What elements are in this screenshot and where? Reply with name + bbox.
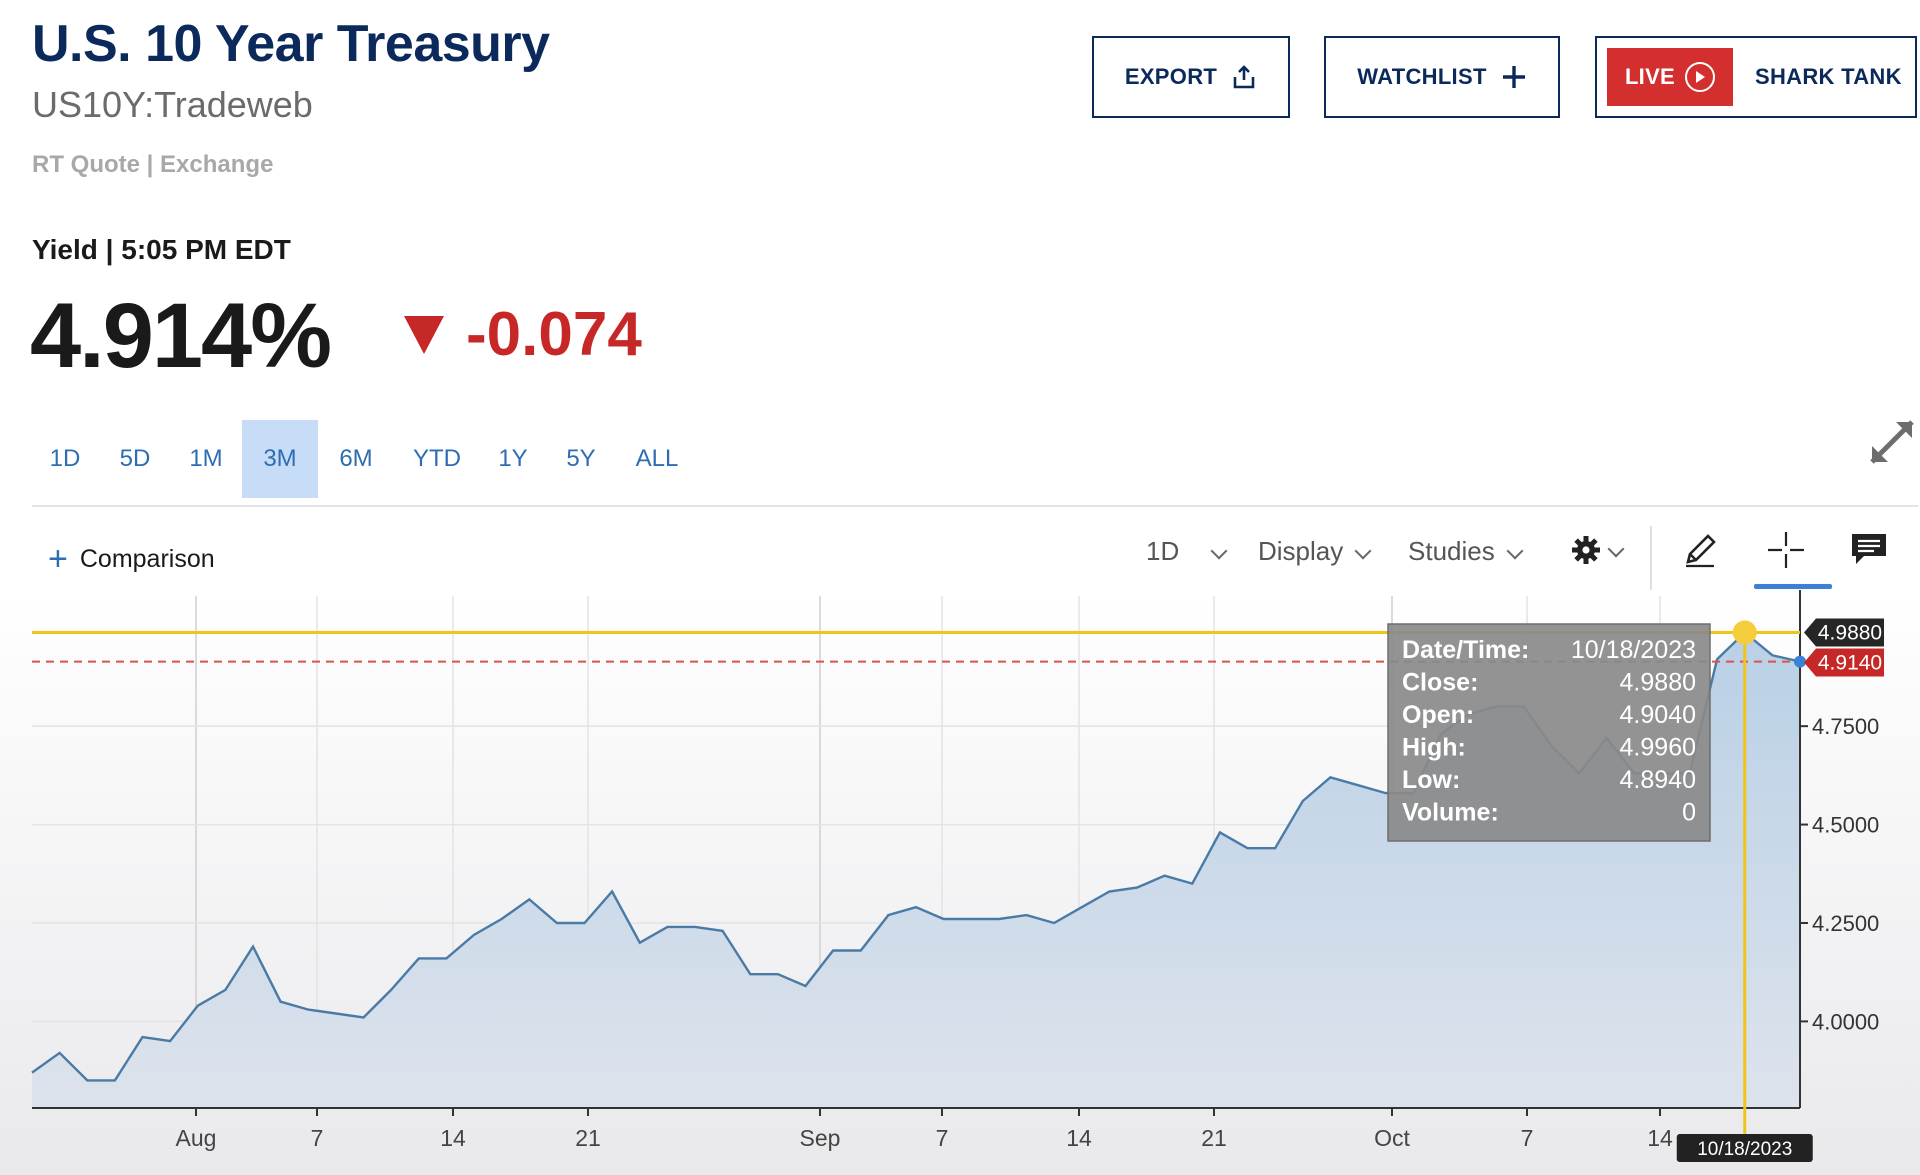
tooltip-label: Date/Time: (1402, 636, 1529, 664)
expand-icon[interactable] (1866, 416, 1918, 468)
down-arrow-icon (404, 316, 444, 354)
crosshair-date-label: 10/18/2023 (1697, 1139, 1792, 1160)
tooltip-label: Low: (1402, 766, 1460, 794)
x-tick-label: 7 (311, 1125, 324, 1151)
quote-type-label: RT Quote | Exchange (32, 151, 274, 178)
page-title: U.S. 10 Year Treasury (32, 15, 550, 73)
y-tick-label: 4.2500 (1812, 911, 1879, 936)
x-tick-label: Aug (176, 1125, 217, 1151)
active-tool-indicator (1754, 584, 1832, 589)
pencil-icon[interactable] (1680, 530, 1720, 570)
tooltip-value: 4.9960 (1620, 734, 1696, 762)
export-button[interactable]: EXPORT (1092, 36, 1290, 118)
interval-dropdown[interactable]: 1D (1146, 536, 1228, 567)
range-tabs: 1D 5D 1M 3M 6M YTD 1Y 5Y ALL (30, 420, 698, 498)
tooltip-label: High: (1402, 734, 1466, 762)
live-tv-button[interactable]: LIVE SHARK TANK (1595, 36, 1917, 118)
watchlist-button[interactable]: WATCHLIST (1324, 36, 1560, 118)
x-tick-label: 7 (1521, 1125, 1534, 1151)
x-tick-label: 14 (1066, 1125, 1092, 1151)
live-label: LIVE (1624, 64, 1676, 89)
chevron-down-icon (1607, 540, 1625, 558)
range-tab-5y[interactable]: 5Y (566, 445, 596, 472)
crosshair-price-flag: 4.9880 (1804, 618, 1884, 647)
range-tab-6m[interactable]: 6M (339, 445, 373, 472)
price-area (32, 632, 1800, 1108)
interval-label: 1D (1146, 536, 1180, 566)
x-tick-label: 14 (440, 1125, 466, 1151)
yield-value: 4.914% (30, 285, 332, 387)
tooltip-label: Volume: (1402, 799, 1499, 827)
crosshair-price-label: 4.9880 (1818, 621, 1882, 644)
crosshair-point (1732, 620, 1757, 645)
share-icon (1233, 65, 1255, 89)
x-tick-label: Sep (800, 1125, 841, 1151)
last-price-label: 4.9140 (1818, 651, 1882, 674)
range-tab-ytd[interactable]: YTD (413, 445, 461, 472)
tooltip-value: 4.9040 (1620, 701, 1696, 729)
yield-label: Yield | 5:05 PM EDT (32, 234, 291, 265)
live-badge: LIVE (1607, 48, 1733, 106)
tooltip-value: 4.9880 (1620, 669, 1696, 697)
display-dropdown[interactable]: Display (1258, 536, 1372, 567)
range-tab-1m[interactable]: 1M (189, 445, 223, 472)
data-tooltip: Date/Time: 10/18/2023 Close: 4.9880 Open: 4.9… (1387, 623, 1711, 842)
tooltip-value: 10/18/2023 (1571, 636, 1696, 664)
y-tick-label: 4.0000 (1812, 1009, 1879, 1034)
live-show-label: SHARK TANK (1755, 64, 1902, 89)
settings-dropdown[interactable] (1570, 534, 1625, 566)
range-tab-1d[interactable]: 1D (49, 445, 81, 472)
chevron-down-icon (1354, 542, 1372, 559)
tooltip-value: 4.8940 (1620, 766, 1696, 794)
x-tick-label: 14 (1647, 1125, 1673, 1151)
toolbar-divider (1650, 526, 1652, 590)
tooltip-value: 0 (1682, 799, 1696, 827)
chevron-down-icon (1210, 542, 1228, 559)
gear-icon (1572, 536, 1600, 564)
crosshair-icon[interactable] (1766, 530, 1806, 570)
price-chart[interactable]: 4.7500 4.5000 4.2500 4.0000 Aug 7 14 21 Sep 7 14 2… (0, 590, 1920, 1175)
last-price-point (1794, 655, 1806, 668)
range-tab-3m[interactable]: 3M (242, 420, 318, 498)
x-tick-label: 21 (1201, 1125, 1227, 1151)
watchlist-label: WATCHLIST (1357, 64, 1487, 89)
y-tick-label: 4.7500 (1812, 714, 1879, 739)
tooltip-label: Close: (1402, 669, 1478, 697)
comparison-label: Comparison (79, 544, 215, 573)
x-axis-ticks: Aug 7 14 21 Sep 7 14 21 Oct 7 14 (176, 1108, 1673, 1151)
y-axis-ticks: 4.7500 4.5000 4.2500 4.0000 (1800, 714, 1879, 1034)
studies-dropdown[interactable]: Studies (1408, 536, 1524, 567)
x-tick-label: 7 (936, 1125, 949, 1151)
comment-icon[interactable] (1850, 532, 1888, 566)
range-tab-all[interactable]: ALL (635, 445, 679, 472)
x-tick-label: Oct (1374, 1125, 1410, 1151)
comparison-button[interactable]: + Comparison (48, 542, 215, 576)
range-tab-5d[interactable]: 5D (119, 445, 151, 472)
divider (32, 505, 1918, 507)
plus-icon: + (48, 540, 68, 578)
symbol-label: US10Y:Tradeweb (32, 84, 313, 125)
export-label: EXPORT (1124, 64, 1218, 89)
y-tick-label: 4.5000 (1812, 813, 1879, 838)
studies-label: Studies (1408, 536, 1495, 566)
plus-icon (1502, 66, 1525, 88)
range-tab-1y[interactable]: 1Y (498, 445, 528, 472)
tooltip-label: Open: (1402, 701, 1474, 729)
display-label: Display (1258, 536, 1344, 566)
play-icon (1685, 62, 1716, 92)
last-price-flag: 4.9140 (1804, 648, 1884, 677)
chevron-down-icon (1506, 542, 1524, 559)
x-tick-label: 21 (575, 1125, 601, 1151)
change-value: -0.074 (466, 300, 642, 369)
crosshair-date-flag: 10/18/2023 (1676, 1134, 1813, 1162)
